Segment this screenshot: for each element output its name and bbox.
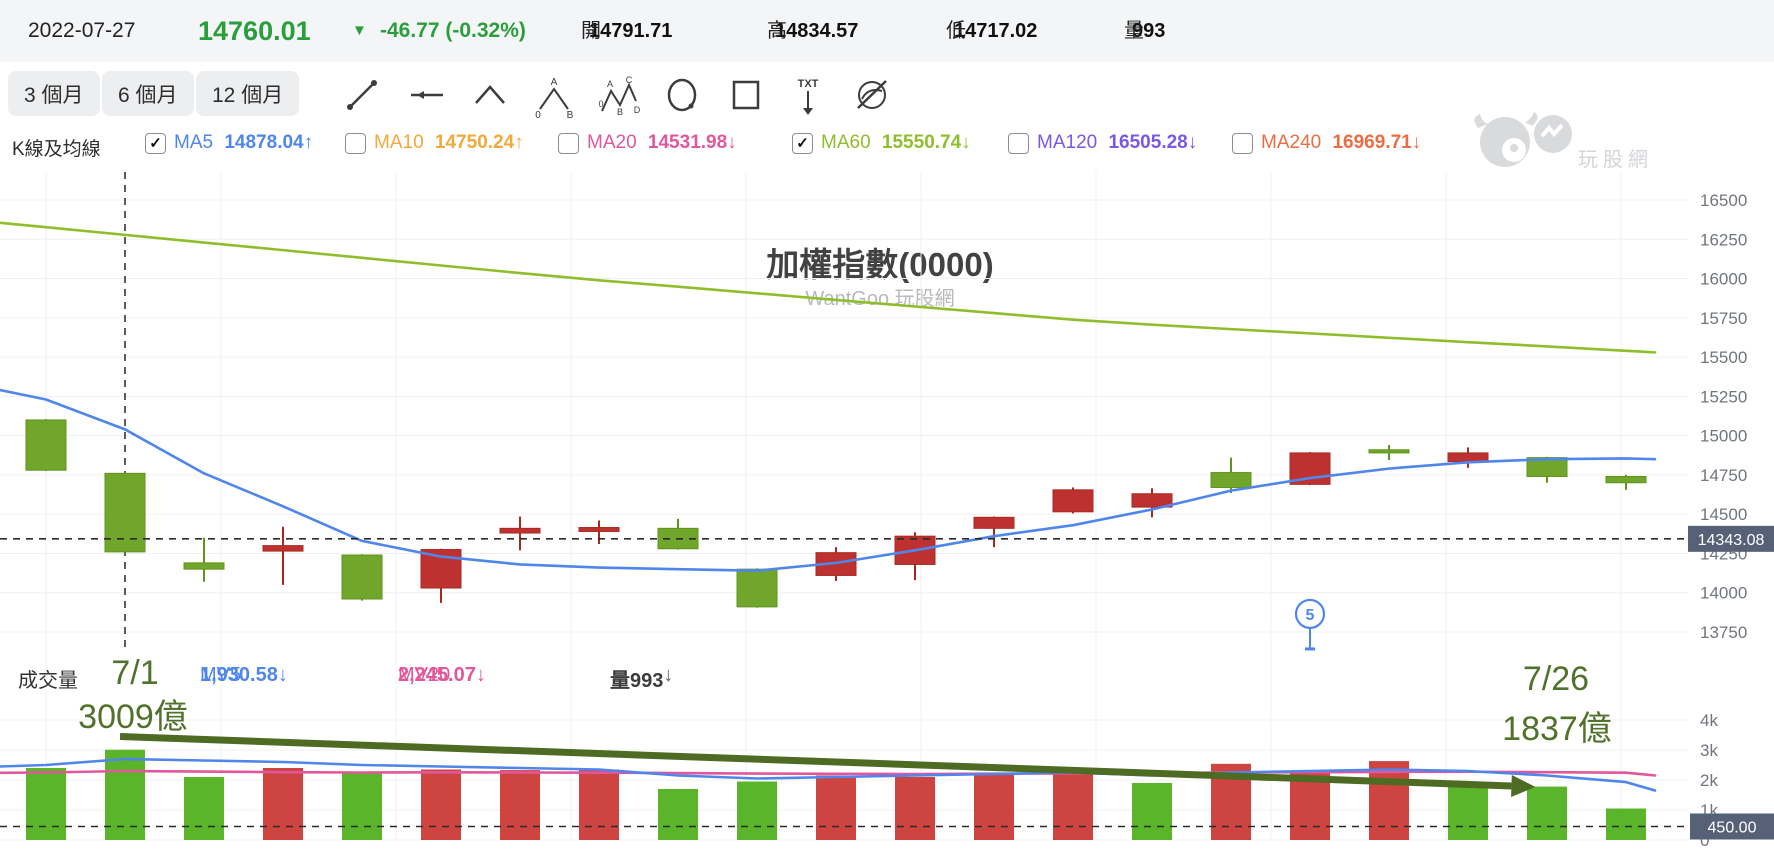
period-12m-button[interactable]: 12 個月 (196, 71, 300, 116)
price-volume-chart[interactable]: 16500 16250 16000 15750 15500 15250 15000 14750… (0, 168, 1774, 852)
svg-text:B: B (567, 110, 574, 119)
svg-text:0: 0 (598, 99, 603, 109)
mv5-line (0, 757, 1657, 792)
last-volume-marker-box (1690, 813, 1774, 840)
svg-text:B: B (617, 107, 623, 117)
trend-arrow-line (119, 733, 1512, 790)
svg-text:15750: 15750 (1700, 309, 1747, 328)
svg-text:4k: 4k (1700, 711, 1718, 730)
volume-bars (26, 749, 1646, 840)
svg-text:TXT: TXT (798, 78, 819, 90)
ma120-checkbox (1008, 132, 1029, 154)
svg-text:15250: 15250 (1700, 387, 1747, 406)
ma20-checkbox (558, 132, 579, 154)
event-marker-5: 5 (1294, 598, 1326, 651)
abc-pattern-tool-icon[interactable]: A 0 B (532, 75, 576, 121)
ma-legend-title: K線及均線 (12, 139, 101, 160)
high-field: 高 14834.57 (767, 20, 859, 42)
low-field: 低 14717.02 (946, 20, 1038, 42)
svg-text:A: A (607, 79, 613, 89)
svg-text:15000: 15000 (1700, 427, 1747, 446)
ma240-checkbox (1232, 132, 1253, 154)
ma60-checkbox: ✓ (792, 132, 813, 154)
svg-text:13750: 13750 (1700, 623, 1747, 642)
svg-text:3k: 3k (1700, 741, 1718, 760)
svg-text:14500: 14500 (1700, 505, 1747, 524)
last-price-marker-box (1688, 525, 1774, 552)
svg-text:16000: 16000 (1700, 270, 1747, 289)
ma120-toggle[interactable]: MA120 16505.28↓ (1008, 132, 1197, 154)
candles (25, 419, 1647, 608)
rectangle-tool-icon[interactable] (724, 75, 768, 115)
trend-arrow-head (1511, 775, 1536, 797)
ma-legend: K線及均線 ✓ MA5 14878.04↑ MA10 14750.24↑ MA20… (0, 126, 1774, 168)
hand-annotations: 7/1 3009億 7/26 1837億 (78, 654, 1612, 797)
trendline-tool-icon[interactable] (340, 75, 384, 115)
mv20-line (0, 769, 1657, 777)
svg-text:3009億: 3009億 (78, 698, 188, 736)
svg-text:16250: 16250 (1700, 230, 1747, 249)
angle-line-tool-icon[interactable] (468, 75, 512, 115)
svg-text:7/1: 7/1 (111, 654, 158, 692)
horizontal-line-tool-icon[interactable] (405, 75, 449, 115)
last-price: 14760.01 (198, 16, 311, 46)
ma10-checkbox (345, 132, 366, 154)
ma5-checkbox: ✓ (145, 132, 166, 154)
period-6m-button[interactable]: 6 個月 (102, 71, 194, 116)
svg-text:16500: 16500 (1700, 191, 1747, 210)
ma5-line (0, 388, 1657, 573)
last-price-marker-label: 14343.08 (1698, 532, 1765, 549)
svg-text:14750: 14750 (1700, 466, 1747, 485)
svg-text:0: 0 (535, 110, 541, 119)
abcd-pattern-tool-icon[interactable]: A C 0 B D (596, 75, 640, 117)
open-field: 開 14791.71 (581, 20, 673, 42)
ma20-toggle[interactable]: MA20 14531.98↓ (558, 132, 737, 154)
svg-text:A: A (551, 77, 558, 88)
svg-text:2k: 2k (1700, 771, 1718, 790)
svg-text:5: 5 (1306, 607, 1315, 624)
last-volume-marker-label: 450.00 (1708, 820, 1757, 837)
volume-field: 量 993 (1124, 20, 1166, 42)
down-triangle-icon: ▼ (352, 22, 367, 39)
ma10-toggle[interactable]: MA10 14750.24↑ (345, 132, 524, 154)
svg-text:14000: 14000 (1700, 584, 1747, 603)
svg-text:15500: 15500 (1700, 348, 1747, 367)
svg-text:1837億: 1837億 (1502, 710, 1612, 748)
ellipse-tool-icon[interactable] (660, 75, 704, 115)
right-axis: 16500 16250 16000 15750 15500 15250 15000 14750… (1700, 191, 1747, 850)
ma240-toggle[interactable]: MA240 16969.71↓ (1232, 132, 1421, 154)
svg-text:C: C (626, 75, 633, 85)
price-change: -46.77 (-0.32%) (380, 19, 526, 42)
ma5-toggle[interactable]: ✓ MA5 14878.04↑ (145, 132, 313, 154)
period-3m-button[interactable]: 3 個月 (8, 71, 100, 116)
text-tool-icon[interactable]: TXT (786, 75, 830, 115)
ma60-toggle[interactable]: ✓ MA60 15550.74↓ (792, 132, 971, 154)
svg-text:0: 0 (1700, 831, 1709, 850)
quote-date: 2022-07-27 (28, 19, 136, 42)
ma60-line (0, 221, 1657, 354)
svg-text:D: D (634, 105, 640, 115)
svg-text:7/26: 7/26 (1523, 660, 1589, 698)
hide-drawings-icon[interactable] (850, 75, 894, 115)
